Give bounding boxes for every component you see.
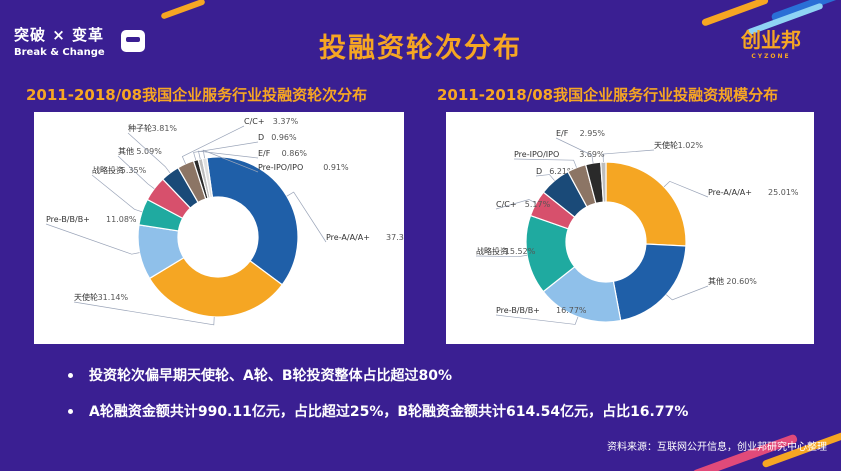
donut-hole bbox=[567, 203, 645, 281]
brand-name: 创业邦 bbox=[741, 28, 801, 52]
slice-value-label: 20.60% bbox=[726, 277, 757, 286]
slice-value-label: 0.91% bbox=[323, 163, 349, 172]
slice-label: Pre-IPO/IPO bbox=[514, 150, 559, 159]
slice-label: 天使轮 bbox=[654, 140, 678, 150]
donut-slice bbox=[148, 256, 284, 318]
slice-label: Pre-IPO/IPO bbox=[258, 163, 303, 172]
leader-line bbox=[602, 149, 655, 163]
bullet-text: A轮融资金额共计990.11亿元，占比超过25%，B轮融资金额共计614.54亿… bbox=[89, 404, 689, 420]
slice-value-label: 3.37% bbox=[273, 117, 299, 126]
leader-line bbox=[286, 191, 327, 243]
slice-label: E/F bbox=[556, 129, 569, 138]
slice-label: Pre-B/B/B+ bbox=[46, 215, 90, 224]
leader-line bbox=[513, 158, 577, 168]
slice-label: 战略投资 bbox=[476, 246, 508, 256]
leader-line bbox=[475, 254, 528, 257]
leader-line bbox=[181, 125, 245, 165]
event-logo-en: Break & Change bbox=[14, 47, 105, 58]
donut-hole bbox=[179, 198, 257, 276]
slice-value-label: 5.09% bbox=[136, 147, 162, 156]
source-note: 资料来源：互联网公开信息，创业邦研究中心整理 bbox=[607, 442, 827, 453]
leader-line bbox=[666, 285, 709, 301]
leader-line bbox=[495, 314, 579, 325]
leader-line bbox=[193, 141, 259, 161]
slice-value-label: 31.14% bbox=[98, 293, 129, 302]
slice-value-label: 11.08% bbox=[106, 215, 137, 224]
slice-label: D bbox=[258, 133, 264, 142]
slice-value-label: 37.38% bbox=[386, 233, 404, 242]
slice-label: D bbox=[536, 167, 542, 176]
slice-value-label: 5.17% bbox=[525, 200, 551, 209]
leader-line bbox=[73, 301, 215, 326]
slice-label: 天使轮 bbox=[74, 292, 98, 302]
slice-label: Pre-A/A/A+ bbox=[708, 188, 752, 197]
leader-line bbox=[495, 199, 537, 210]
leader-line bbox=[202, 149, 259, 173]
slice-label: E/F bbox=[258, 149, 271, 158]
leader-line bbox=[91, 174, 143, 213]
slice-value-label: 2.95% bbox=[580, 129, 606, 138]
slice-label: C/C+ bbox=[244, 117, 265, 126]
decoration-stripe bbox=[160, 0, 206, 20]
leader-line bbox=[45, 223, 140, 255]
donut-slice bbox=[206, 156, 299, 286]
bullet-item: 投资轮次偏早期天使轮、A轮、B轮投资整体占比超过80% bbox=[68, 357, 688, 393]
donut-slice bbox=[600, 161, 607, 203]
leader-line bbox=[117, 155, 155, 189]
slice-value-label: 1.02% bbox=[678, 141, 704, 150]
slice-label: Pre-B/B/B+ bbox=[496, 306, 540, 315]
amount-donut-chart: Pre-A/A/A+ 25.01% 其他 20.60% Pre-B/B/B+ 16.77%… bbox=[475, 129, 799, 325]
slice-label: 战略投资 bbox=[92, 165, 124, 175]
slice-value-label: 3.81% bbox=[152, 124, 178, 133]
page-title: 投融资轮次分布 bbox=[319, 33, 522, 64]
event-logo: 突破 × 变革 Break & Change bbox=[14, 24, 105, 58]
leader-line bbox=[663, 180, 709, 198]
slice-value-label: 0.86% bbox=[282, 149, 308, 158]
slice-label: Pre-A/A/A+ bbox=[326, 233, 370, 242]
event-logo-cn: 突破 × 变革 bbox=[14, 26, 105, 44]
bullet-dot bbox=[68, 408, 73, 414]
bullet-list: 投资轮次偏早期天使轮、A轮、B轮投资整体占比超过80% A轮融资金额共计990.… bbox=[68, 357, 688, 429]
slice-value-label: 3.69% bbox=[579, 150, 605, 159]
left-chart-title: 2011-2018/08我国企业服务行业投融资轮次分布 bbox=[26, 86, 368, 104]
decoration-stripe bbox=[700, 0, 770, 27]
slice-value-label: 25.01% bbox=[768, 188, 799, 197]
leader-line bbox=[127, 132, 171, 174]
slice-label: 其他 bbox=[118, 146, 134, 156]
slice-value-label: 16.77% bbox=[556, 306, 587, 315]
leader-line bbox=[535, 174, 555, 181]
slice-label: C/C+ bbox=[496, 200, 517, 209]
donut-slice bbox=[201, 157, 214, 199]
right-chart-panel: Pre-A/A/A+ 25.01% 其他 20.60% Pre-B/B/B+ 16.77%… bbox=[446, 112, 814, 344]
leader-line bbox=[555, 137, 594, 164]
right-chart-title: 2011-2018/08我国企业服务行业投融资规模分布 bbox=[437, 86, 779, 104]
leader-line bbox=[198, 150, 259, 160]
bullet-item: A轮融资金额共计990.11亿元，占比超过25%，B轮融资金额共计614.54亿… bbox=[68, 393, 688, 429]
slice-value-label: 6.21% bbox=[549, 167, 575, 176]
bullet-dot bbox=[68, 372, 73, 378]
slice-label: 种子轮 bbox=[128, 123, 152, 133]
bullet-text: 投资轮次偏早期天使轮、A轮、B轮投资整体占比超过80% bbox=[89, 368, 453, 384]
slice-value-label: 0.96% bbox=[271, 133, 297, 142]
slice-value-label: 15.52% bbox=[505, 247, 536, 256]
donut-slice bbox=[605, 161, 687, 247]
brand-logo: 创业邦 CYZONE bbox=[741, 24, 801, 60]
slice-label: 其他 bbox=[708, 276, 724, 286]
robot-icon bbox=[121, 30, 145, 52]
brand-sub: CYZONE bbox=[751, 53, 791, 60]
